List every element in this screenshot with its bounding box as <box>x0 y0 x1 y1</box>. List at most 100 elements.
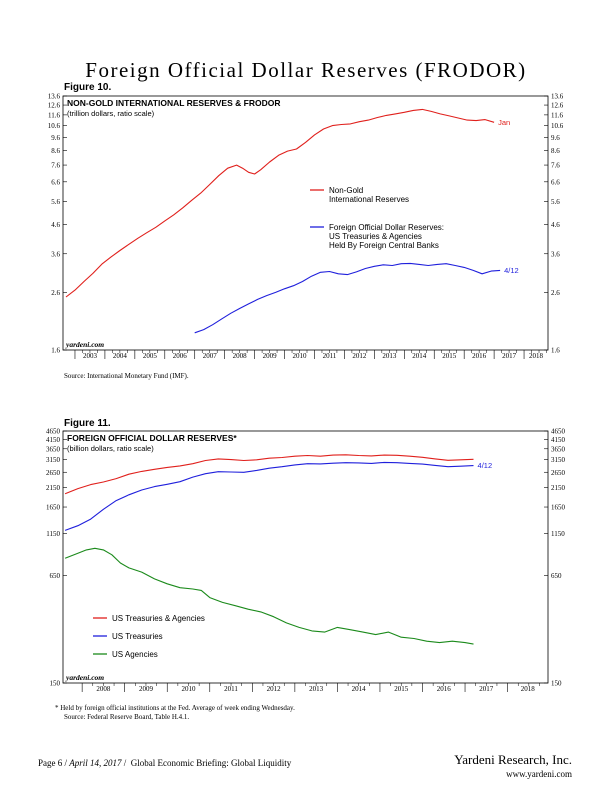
y-tick-label-left: 4150 <box>46 436 61 444</box>
x-tick-label: 2013 <box>382 352 397 360</box>
footer-date: April 14, 2017 <box>69 758 122 768</box>
x-tick-label: 2018 <box>521 685 536 693</box>
y-tick-label-right: 3150 <box>551 456 566 464</box>
x-tick-label: 2017 <box>502 352 517 360</box>
y-tick-label-left: 2650 <box>46 469 61 477</box>
legend-label-us-agencies: US Agencies <box>112 650 158 659</box>
x-tick-label: 2010 <box>182 685 197 693</box>
x-tick-label: 2011 <box>323 352 337 360</box>
y-tick-label-left: 5.6 <box>51 198 60 206</box>
chart-non-gold-reserves-frodor: 1.6 1.6 2.6 2.6 3.6 3.6 4.6 4.6 5.6 5.6 6.6 6.6 7.6 7… <box>48 93 564 361</box>
y-tick-label-right: 2650 <box>551 469 566 477</box>
y-tick-label-left: 1.6 <box>51 347 60 355</box>
y-tick-label-right: 650 <box>551 572 562 580</box>
x-tick-label: 2009 <box>139 685 154 693</box>
y-tick-label-right: 1150 <box>551 530 565 538</box>
watermark: yardeni.com <box>65 673 104 682</box>
footer-url: www.yardeni.com <box>506 769 572 779</box>
legend-label-us-treasuries: US Treasuries <box>112 632 163 641</box>
x-tick-label: 2015 <box>442 352 457 360</box>
x-tick-label: 2012 <box>267 685 282 693</box>
end-label-us-treasuries: 4/12 <box>478 461 493 470</box>
y-tick-label-right: 4150 <box>551 436 566 444</box>
y-tick-label-left: 3650 <box>46 445 61 453</box>
figure-11-footnote: * Held by foreign official institutions … <box>55 704 295 712</box>
y-tick-label-right: 3650 <box>551 445 566 453</box>
y-tick-label-left: 4650 <box>46 428 61 436</box>
y-tick-label-left: 150 <box>50 680 61 688</box>
legend-label-foreign-official-dollar-reserves-us-treasuries-agencies-held-by-foreign-central-banks: US Treasuries & Agencies <box>329 232 422 241</box>
y-tick-label-right: 4650 <box>551 428 566 436</box>
series-line-us-agencies <box>64 547 474 645</box>
footer-citation: Page 6 / April 14, 2017 / Global Economi… <box>38 758 292 768</box>
x-tick-label: 2003 <box>83 352 98 360</box>
figure-11-source: Source: Federal Reserve Board, Table H.4… <box>64 713 190 721</box>
series-line-us-treasuries-agencies <box>64 454 474 495</box>
x-tick-label: 2014 <box>412 352 427 360</box>
end-label-non-gold-international-reserves: Jan <box>498 118 510 127</box>
x-tick-label: 2012 <box>352 352 367 360</box>
chart-title: NON-GOLD INTERNATIONAL RESERVES & FRODOR <box>67 98 280 108</box>
x-tick-label: 2017 <box>479 685 494 693</box>
x-tick-label: 2006 <box>173 352 188 360</box>
y-tick-label-right: 11.6 <box>551 111 563 119</box>
y-tick-label-left: 2150 <box>46 484 61 492</box>
y-tick-label-left: 3150 <box>46 456 61 464</box>
chart-subtitle: (billion dollars, ratio scale) <box>67 444 154 453</box>
y-tick-label-right: 6.6 <box>551 178 560 186</box>
y-tick-label-left: 4.6 <box>51 221 60 229</box>
y-tick-label-right: 13.6 <box>551 93 564 101</box>
y-tick-label-right: 1650 <box>551 504 566 512</box>
x-tick-label: 2008 <box>96 685 111 693</box>
figure-10-label: Figure 10. <box>64 82 112 93</box>
y-tick-label-right: 3.6 <box>551 250 560 258</box>
x-tick-label: 2004 <box>113 352 128 360</box>
legend-label-foreign-official-dollar-reserves-us-treasuries-agencies-held-by-foreign-central-banks: Foreign Official Dollar Reserves: <box>329 223 444 232</box>
y-tick-label-left: 11.6 <box>48 111 60 119</box>
y-tick-label-right: 10.6 <box>551 122 564 130</box>
chart-foreign-official-dollar-reserves: 150 150 650 650 1150 1150 1650 1650 2150 2150 2650… <box>46 428 566 694</box>
y-tick-label-left: 6.6 <box>51 178 60 186</box>
x-tick-label: 2009 <box>263 352 278 360</box>
plot-frame <box>62 95 549 351</box>
plot-frame <box>62 430 549 684</box>
legend-label-non-gold-international-reserves: Non-Gold <box>329 186 363 195</box>
x-tick-label: 2008 <box>233 352 248 360</box>
legend-label-us-treasuries-agencies: US Treasuries & Agencies <box>112 614 205 623</box>
y-tick-label-right: 2.6 <box>551 289 560 297</box>
x-tick-label: 2018 <box>529 352 544 360</box>
y-tick-label-left: 10.6 <box>48 122 61 130</box>
legend-label-non-gold-international-reserves: International Reserves <box>329 195 409 204</box>
y-tick-label-left: 7.6 <box>51 162 60 170</box>
chart-subtitle: (trillion dollars, ratio scale) <box>67 109 155 118</box>
footer-firm: Yardeni Research, Inc. <box>454 752 572 767</box>
x-tick-label: 2016 <box>472 352 487 360</box>
x-tick-label: 2013 <box>309 685 324 693</box>
y-tick-label-right: 5.6 <box>551 198 560 206</box>
x-tick-label: 2015 <box>394 685 409 693</box>
y-tick-label-right: 150 <box>551 680 562 688</box>
y-tick-label-left: 9.6 <box>51 134 60 142</box>
y-tick-label-left: 1150 <box>46 530 60 538</box>
chart-title: FOREIGN OFFICIAL DOLLAR RESERVES* <box>67 433 237 443</box>
y-tick-label-right: 7.6 <box>551 162 560 170</box>
y-tick-label-right: 2150 <box>551 484 566 492</box>
series-line-non-gold-international-reserves <box>65 108 495 298</box>
series-line-us-treasuries <box>64 461 474 531</box>
x-tick-label: 2011 <box>224 685 238 693</box>
page-title: Foreign Official Dollar Reserves (FRODOR… <box>85 58 527 82</box>
y-tick-label-right: 9.6 <box>551 134 560 142</box>
y-tick-label-right: 1.6 <box>551 347 560 355</box>
y-tick-label-right: 4.6 <box>551 221 560 229</box>
footer-report: Global Economic Briefing: Global Liquidi… <box>130 758 292 768</box>
end-label-foreign-official-dollar-reserves-us-treasuries-agencies-held-by-foreign-central-banks: 4/12 <box>504 266 519 275</box>
y-tick-label-left: 650 <box>50 572 61 580</box>
x-tick-label: 2005 <box>143 352 158 360</box>
y-tick-label-left: 8.6 <box>51 147 60 155</box>
legend-label-foreign-official-dollar-reserves-us-treasuries-agencies-held-by-foreign-central-banks: Held By Foreign Central Banks <box>329 241 439 250</box>
x-tick-label: 2010 <box>293 352 308 360</box>
x-tick-label: 2016 <box>437 685 452 693</box>
watermark: yardeni.com <box>65 340 104 349</box>
y-tick-label-left: 12.6 <box>48 102 61 110</box>
y-tick-label-left: 2.6 <box>51 289 60 297</box>
